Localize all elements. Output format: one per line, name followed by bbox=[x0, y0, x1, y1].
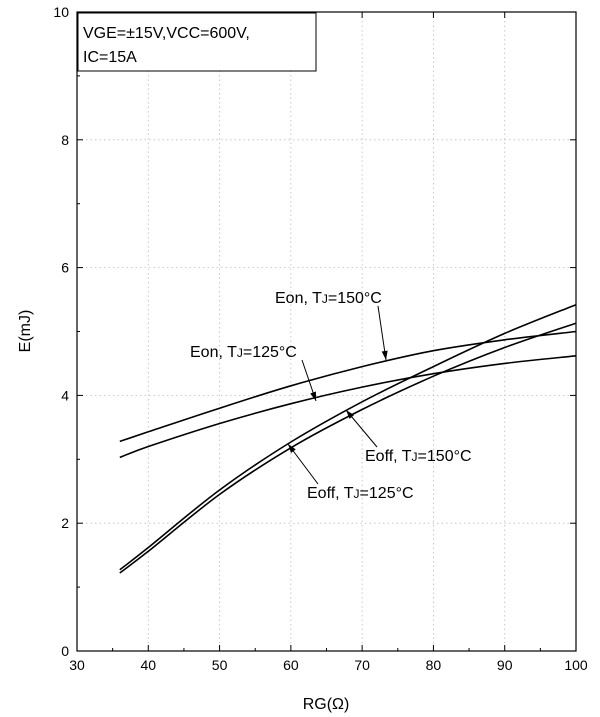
y-tick-label: 8 bbox=[61, 132, 69, 148]
arrowhead-icon bbox=[288, 444, 296, 453]
y-axis-title: E(mJ) bbox=[17, 310, 34, 353]
series-lines bbox=[119, 303, 577, 574]
label-eoff-125: Eoff, TJ=125°C bbox=[307, 485, 414, 502]
arrowhead-icon bbox=[310, 391, 316, 401]
y-tick-label: 4 bbox=[61, 387, 69, 403]
x-tick-label: 80 bbox=[426, 657, 442, 673]
conditions-line-1: VGE=±15V,VCC=600V, bbox=[83, 25, 250, 42]
x-axis-title: RG(Ω) bbox=[303, 696, 350, 713]
series-eoff-125 bbox=[119, 322, 577, 574]
x-tick-label: 40 bbox=[140, 657, 156, 673]
arrowhead-icon bbox=[381, 350, 388, 360]
plot-frame bbox=[76, 11, 577, 652]
series-eon-150 bbox=[119, 330, 577, 443]
y-tick-label: 0 bbox=[61, 643, 69, 659]
conditions-line-2: IC=15A bbox=[83, 49, 137, 66]
x-tick-label: 100 bbox=[564, 657, 588, 673]
series-eon-125 bbox=[119, 355, 577, 459]
arrowhead-icon bbox=[346, 410, 355, 419]
grid bbox=[77, 12, 576, 651]
x-tick-label: 30 bbox=[69, 657, 85, 673]
x-tick-label: 60 bbox=[283, 657, 299, 673]
annotation-pointer bbox=[377, 305, 387, 361]
y-tick-label: 6 bbox=[61, 260, 69, 276]
label-eon-125: Eon, TJ=125°C bbox=[190, 344, 297, 361]
x-tick-label: 70 bbox=[354, 657, 370, 673]
axis-ticks bbox=[76, 11, 577, 652]
label-eoff-150: Eoff, TJ=150°C bbox=[365, 448, 472, 465]
conditions-frame bbox=[77, 12, 317, 72]
conditions-box: VGE=±15V,VCC=600V, IC=15A bbox=[77, 12, 317, 72]
label-eon-150: Eon, TJ=150°C bbox=[275, 290, 382, 307]
series-annotations: Eon, TJ=150°C Eon, TJ=125°C Eoff, TJ=150°C… bbox=[190, 290, 472, 502]
x-tick-label: 50 bbox=[212, 657, 228, 673]
series-eoff-150 bbox=[119, 303, 577, 571]
tick-labels: 30 40 50 60 70 80 90 100 0 2 4 6 8 10 bbox=[53, 4, 587, 673]
x-tick-label: 90 bbox=[497, 657, 513, 673]
y-tick-label: 10 bbox=[53, 4, 69, 20]
y-tick-label: 2 bbox=[61, 515, 69, 531]
